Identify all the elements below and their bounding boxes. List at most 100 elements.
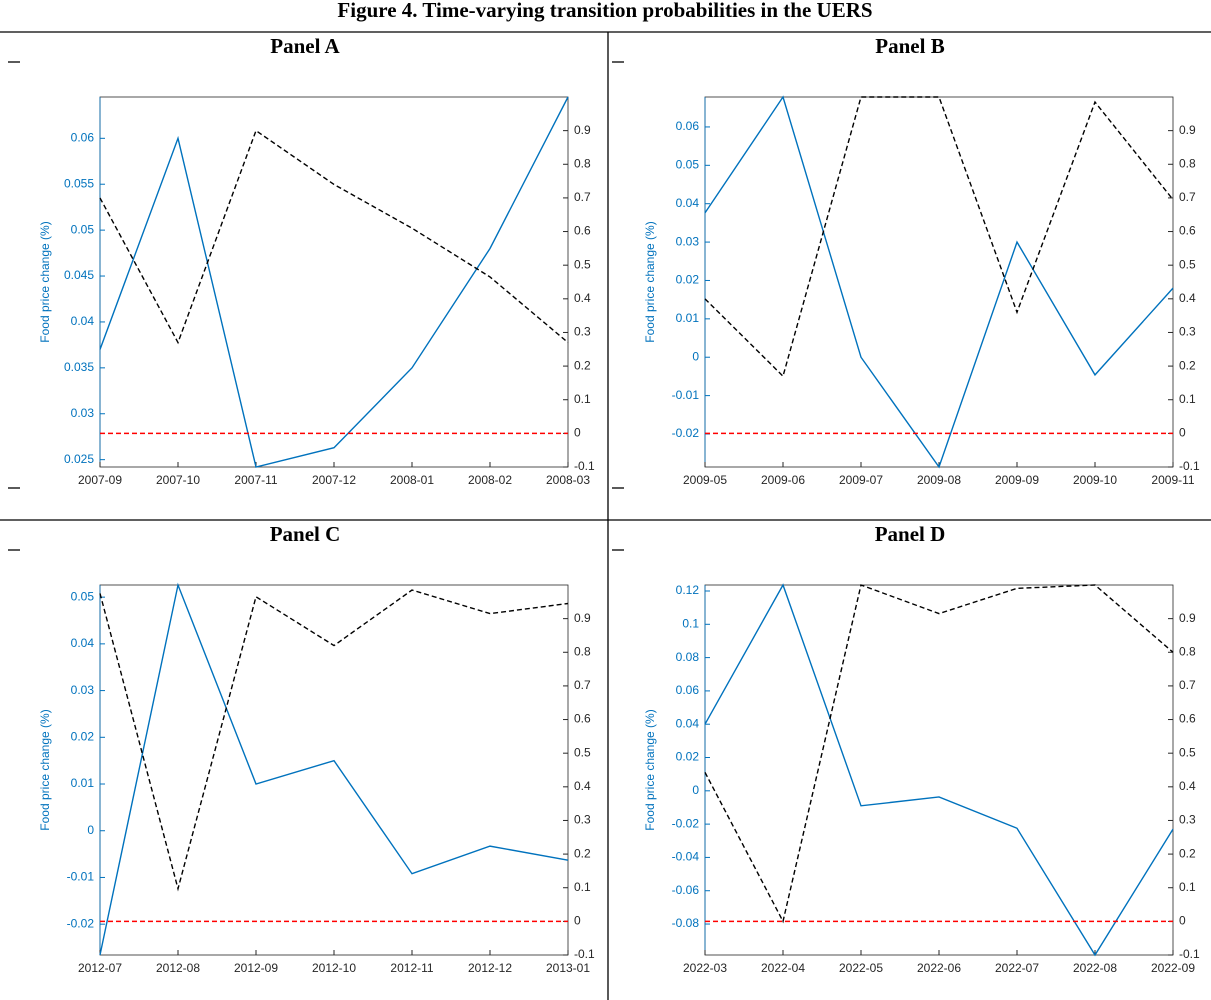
x-tick-label: 2007-11 (234, 473, 277, 487)
y-tick-label: -0.02 (672, 426, 700, 440)
y-tick-label: 0.035 (64, 360, 94, 374)
y2-tick-label: 0.2 (574, 846, 591, 860)
y-tick-label: 0.01 (676, 311, 700, 325)
x-tick-label: 2012-07 (78, 961, 122, 975)
y-tick-label: 0.045 (64, 268, 94, 282)
y2-tick-label: 0.1 (574, 392, 591, 406)
y-tick-label: -0.04 (672, 850, 700, 864)
series-line (704, 96, 1174, 378)
y-tick-label: 0.06 (71, 130, 95, 144)
y2-tick-label: 0.5 (574, 745, 591, 759)
y-tick-label: 0.04 (71, 314, 95, 328)
y2-tick-label: 0.6 (574, 712, 591, 726)
x-tick-label: 2022-05 (839, 961, 883, 975)
y2-tick-label: 0.4 (574, 779, 591, 793)
x-tick-label: 2008-03 (546, 473, 590, 487)
x-tick-label: 2009-09 (995, 473, 1039, 487)
y2-tick-label: 0.8 (574, 156, 591, 170)
x-tick-label: 2022-09 (1151, 961, 1195, 975)
x-tick-label: 2022-04 (761, 961, 805, 975)
y2-tick-label: -0.1 (1179, 947, 1200, 961)
series-line (99, 582, 569, 956)
x-tick-label: 2013-01 (546, 961, 590, 975)
series-line (704, 95, 1174, 469)
y2-tick-label: 0.7 (574, 190, 591, 204)
y2-tick-label: 0 (1179, 914, 1186, 928)
y-tick-label: -0.08 (672, 916, 700, 930)
plot-area (704, 584, 1174, 956)
y-tick-label: 0.02 (676, 273, 700, 287)
series-line (99, 589, 569, 892)
y2-tick-label: 0.2 (1179, 846, 1196, 860)
y-tick-label: 0.05 (71, 222, 95, 236)
x-tick-label: 2012-12 (468, 961, 512, 975)
y2-tick-label: 0.2 (1179, 358, 1196, 372)
y-tick-label: 0.04 (676, 196, 700, 210)
y-tick-label: 0.05 (676, 157, 700, 171)
y-axis-label: Food price change (%) (38, 709, 52, 830)
y2-tick-label: 0.6 (1179, 712, 1196, 726)
y-tick-label: 0.03 (676, 234, 700, 248)
y-tick-label: -0.01 (672, 388, 700, 402)
y-tick-label: -0.02 (672, 816, 700, 830)
series-line (704, 584, 1174, 924)
frame (0, 31, 1211, 1000)
x-tick-label: 2008-02 (468, 473, 512, 487)
y2-tick-label: 0.4 (1179, 291, 1196, 305)
x-tick-label: 2007-12 (312, 473, 356, 487)
y-tick-label: 0.02 (71, 729, 95, 743)
panel-title: Panel A (270, 34, 340, 58)
y2-tick-label: -0.1 (574, 947, 595, 961)
y2-tick-label: 0.5 (1179, 745, 1196, 759)
plot-area (704, 96, 1174, 468)
x-tick-label: 2007-10 (156, 473, 200, 487)
y-tick-label: 0.1 (682, 616, 699, 630)
y2-tick-label: 0.8 (574, 644, 591, 658)
y2-tick-label: 0.3 (1179, 813, 1196, 827)
panel-title: Panel D (875, 522, 946, 546)
x-tick-label: 2022-08 (1073, 961, 1117, 975)
y-tick-label: 0.08 (676, 650, 700, 664)
y2-tick-label: 0.9 (1179, 123, 1196, 137)
y-tick-label: 0.01 (71, 776, 95, 790)
y-tick-label: 0.04 (676, 716, 700, 730)
y2-tick-label: 0.3 (574, 325, 591, 339)
y-tick-label: 0.055 (64, 176, 94, 190)
y-tick-label: -0.06 (672, 883, 700, 897)
y2-tick-label: 0.5 (1179, 257, 1196, 271)
y-tick-label: 0 (87, 823, 94, 837)
y2-tick-label: 0.7 (1179, 678, 1196, 692)
y2-tick-label: 0.9 (574, 123, 591, 137)
y2-tick-label: 0.1 (1179, 392, 1196, 406)
y-axis-label: Food price change (%) (643, 709, 657, 830)
x-tick-label: 2009-07 (839, 473, 883, 487)
x-tick-label: 2012-10 (312, 961, 356, 975)
y-tick-label: -0.01 (67, 870, 95, 884)
series-line (99, 96, 569, 468)
y2-tick-label: 0 (574, 914, 581, 928)
x-tick-label: 2009-06 (761, 473, 805, 487)
y2-tick-label: 0.2 (574, 358, 591, 372)
series-line (99, 129, 569, 345)
y-tick-label: 0.02 (676, 750, 700, 764)
y2-tick-label: 0.5 (574, 257, 591, 271)
plot-area (99, 584, 569, 956)
y2-tick-label: 0.3 (574, 813, 591, 827)
y2-tick-label: 0.6 (1179, 224, 1196, 238)
y2-tick-label: 0.3 (1179, 325, 1196, 339)
y2-tick-label: 0 (574, 426, 581, 440)
y-tick-label: 0.06 (676, 119, 700, 133)
y2-tick-label: 0.1 (574, 880, 591, 894)
y2-tick-label: 0.8 (1179, 644, 1196, 658)
y2-tick-label: 0.7 (1179, 190, 1196, 204)
y2-tick-label: -0.1 (574, 459, 595, 473)
y-tick-label: 0.12 (676, 583, 700, 597)
x-tick-label: 2009-10 (1073, 473, 1117, 487)
y2-tick-label: 0.7 (574, 678, 591, 692)
y2-tick-label: 0.9 (1179, 611, 1196, 625)
y-tick-label: 0 (692, 783, 699, 797)
series-line (704, 583, 1174, 957)
y2-tick-label: 0.4 (574, 291, 591, 305)
x-tick-label: 2009-05 (683, 473, 727, 487)
